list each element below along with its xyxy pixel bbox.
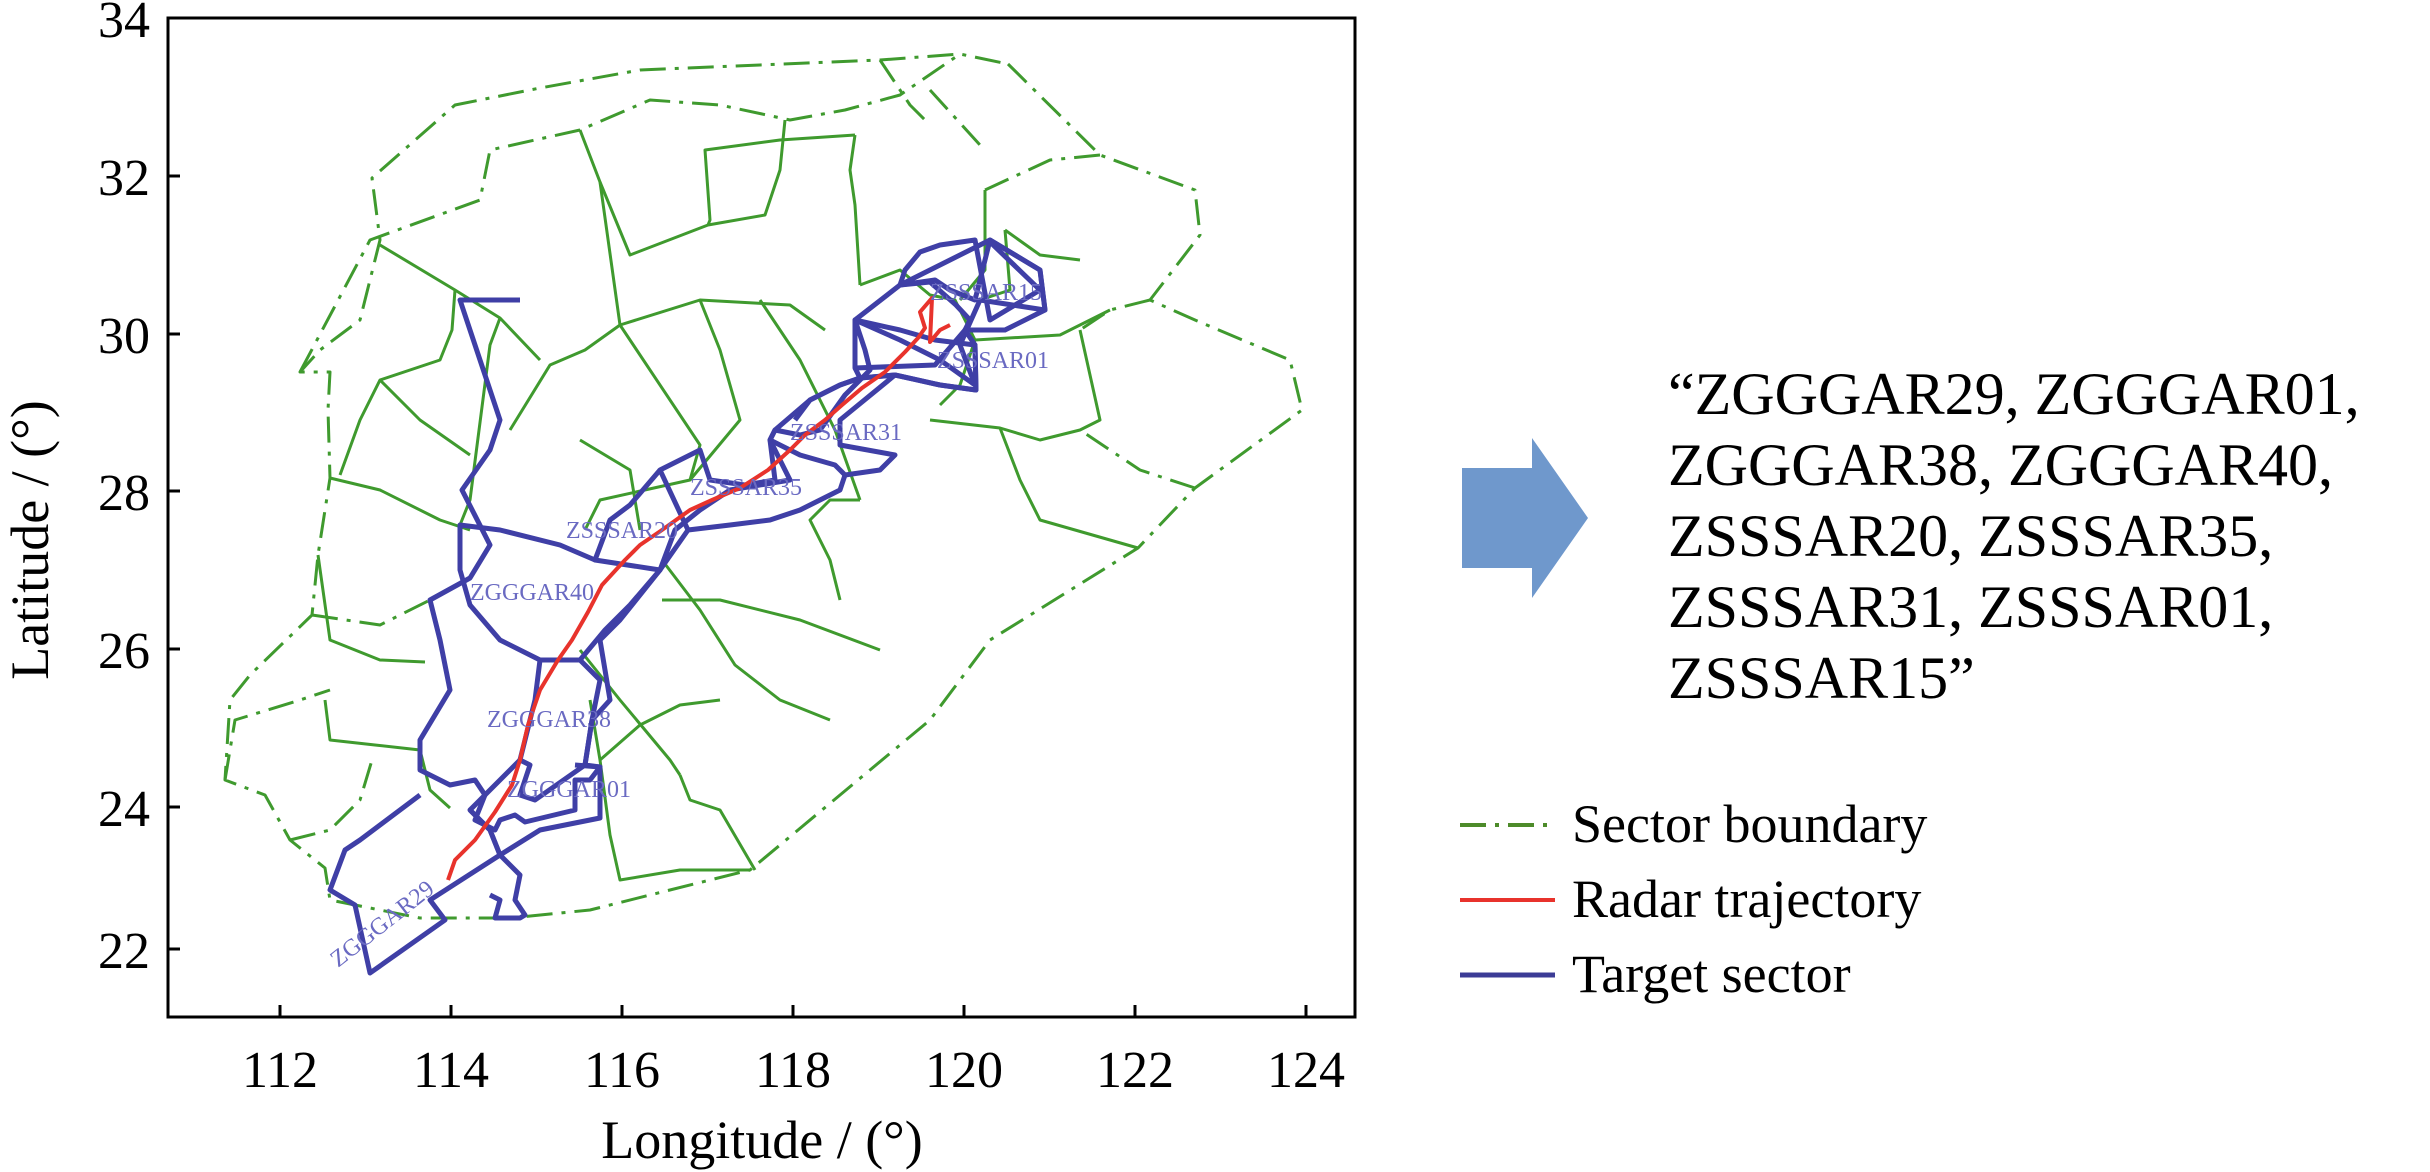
sector-edge (311, 598, 431, 627)
y-tick-label: 28 (98, 465, 150, 522)
legend-label-sector-boundary: Sector boundary (1572, 794, 1927, 854)
sector-edge (928, 88, 982, 147)
sector-edge (688, 299, 742, 481)
sector-edge (598, 181, 826, 332)
x-axis-title: Longitude / (°) (601, 1110, 923, 1170)
sector-edge (1004, 228, 1081, 262)
x-tick-labels: 112 114 116 118 120 122 124 (242, 1042, 1345, 1099)
sector-label-zggar01: ZGGGAR01 (507, 777, 631, 803)
result-line: ZGGGAR38, ZGGGAR40, (1668, 432, 2333, 498)
result-line: ZSSSAR15” (1668, 645, 1975, 711)
sector-edge (508, 323, 621, 431)
sector-edge (418, 749, 452, 810)
y-tick-labels: 22 24 26 28 30 32 34 (98, 0, 150, 980)
sector-edge (588, 699, 750, 882)
sector-edge (316, 554, 426, 664)
target-sector-zggar40 (457, 522, 662, 663)
legend-label-target-sector: Target sector (1572, 944, 1851, 1004)
sector-edge (984, 153, 1101, 192)
y-axis (168, 16, 180, 951)
arrow-icon (1462, 438, 1588, 598)
sector-edge (289, 759, 374, 842)
sector-edge (379, 243, 542, 362)
x-tick-label: 112 (242, 1042, 318, 1099)
sector-label-zsssar01: ZSSSAR01 (937, 348, 1049, 374)
result-list: “ZGGGAR29, ZGGGAR01, ZGGGAR38, ZGGGAR40,… (1668, 361, 2360, 711)
sector-edge (662, 598, 881, 652)
target-sector-zsssar35 (657, 439, 848, 533)
sector-edge (660, 559, 831, 722)
sector-edge (329, 476, 471, 532)
sector-edge (929, 329, 1102, 442)
sector-edge (583, 324, 702, 531)
sector-edge (848, 134, 862, 286)
sector-edge (298, 52, 961, 373)
y-tick-label: 34 (98, 0, 150, 49)
x-tick-label: 124 (1267, 1042, 1345, 1099)
sector-edge (1079, 428, 1196, 490)
legend-label-radar-trajectory: Radar trajectory (1572, 869, 1921, 929)
sector-label-zggar29: ZGGGAR29 (326, 876, 440, 973)
x-tick-label: 122 (1096, 1042, 1174, 1099)
result-line: “ZGGGAR29, ZGGGAR01, (1668, 361, 2360, 427)
target-sector-outline (417, 237, 1048, 833)
sector-edge (578, 649, 682, 776)
sector-label-zsssar31: ZSSSAR31 (790, 420, 902, 446)
sector-label-zggar40: ZGGGAR40 (470, 580, 594, 606)
x-tick-label: 120 (925, 1042, 1003, 1099)
sector-label-zggar38: ZGGGAR38 (487, 707, 611, 733)
sector-edge (578, 119, 787, 257)
sector-edge (703, 133, 856, 226)
target-sector-zsssar01 (852, 317, 979, 393)
sector-label-zsssar20: ZSSSAR20 (566, 518, 678, 544)
plot-frame (166, 16, 1357, 1019)
y-tick-label: 30 (98, 308, 150, 365)
sector-edge (378, 378, 471, 457)
x-tick-label: 116 (584, 1042, 660, 1099)
target-sector-outline (855, 200, 1042, 340)
y-tick-label: 24 (98, 781, 150, 838)
sector-label-zsssar35: ZSSSAR35 (690, 475, 802, 501)
sector-edge (223, 688, 331, 781)
y-tick-label: 26 (98, 623, 150, 680)
sector-edge (974, 308, 1111, 342)
sector-edge (1079, 298, 1151, 332)
x-tick-label: 118 (755, 1042, 831, 1099)
sector-edge (998, 427, 1139, 550)
sector-outer-boundary (223, 52, 1304, 920)
sector-edge (678, 774, 757, 871)
sector-label-zsssar15: ZSSSAR15 (930, 280, 1042, 306)
x-tick-label: 114 (413, 1042, 489, 1099)
y-axis-title: Latitude / (°) (0, 400, 60, 680)
y-tick-label: 22 (98, 923, 150, 980)
target-sector-cells (327, 237, 1048, 976)
legend: Sector boundary Radar trajectory Target … (1460, 794, 1927, 1004)
target-sector-zsssar15 (852, 237, 1048, 371)
sector-edge (599, 698, 721, 762)
x-axis (278, 1005, 1308, 1017)
sector-boundaries (223, 52, 1304, 920)
target-sector-zsssar20 (592, 468, 691, 573)
y-tick-label: 32 (98, 150, 150, 207)
sector-edge (859, 268, 977, 407)
target-sector-zggar29 (327, 793, 503, 976)
result-line: ZSSSAR31, ZSSSAR01, (1668, 574, 2273, 640)
target-sector-zsssar31 (767, 373, 898, 478)
radar-trajectory (446, 296, 951, 881)
sector-edge (458, 317, 502, 526)
target-sector-zggar01 (467, 758, 603, 858)
result-line: ZSSSAR20, ZSSSAR35, (1668, 503, 2273, 569)
sector-edge (579, 438, 642, 531)
target-sector-tail (488, 853, 528, 921)
sector-edge (338, 289, 457, 476)
sector-edge (323, 699, 421, 752)
sector-edge (878, 59, 932, 127)
sector-edge (808, 498, 860, 601)
